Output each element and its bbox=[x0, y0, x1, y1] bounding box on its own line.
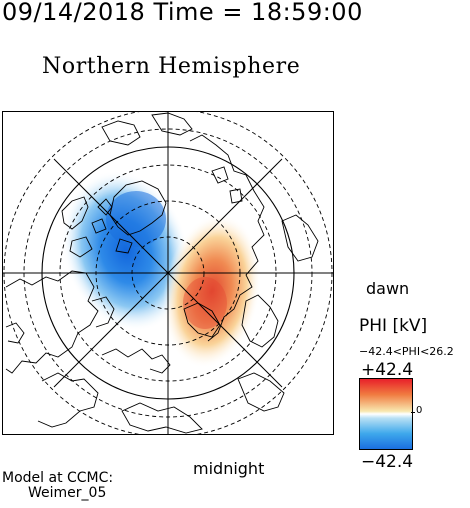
timestamp: 09/14/2018 Time = 18:59:00 bbox=[2, 0, 363, 26]
kamchatka-outline bbox=[241, 294, 279, 348]
map-frame bbox=[2, 111, 334, 435]
map-title: Northern Hemisphere bbox=[42, 54, 301, 79]
colorbar-range: −42.4<PHI<26.2 bbox=[359, 345, 454, 358]
coastlines bbox=[5, 112, 319, 434]
colorbar bbox=[359, 378, 413, 450]
polar-potential-map bbox=[2, 111, 334, 435]
colorbar-max-label: +42.4 bbox=[361, 360, 414, 380]
eurasia-coast bbox=[189, 134, 265, 342]
north-america-coast bbox=[5, 270, 99, 374]
canada-islands bbox=[61, 196, 93, 258]
negative-potential-core bbox=[106, 191, 166, 247]
siberia-bay bbox=[183, 302, 221, 338]
pacific-coast bbox=[121, 402, 203, 434]
alaska-coast bbox=[37, 372, 99, 428]
arctic-islands bbox=[91, 198, 133, 254]
japan-region bbox=[237, 372, 285, 412]
model-credit-line2: Weimer_05 bbox=[28, 485, 107, 501]
colorbar-zero-label: 0 bbox=[416, 405, 423, 416]
positive-potential-core bbox=[183, 277, 227, 329]
meridian-lines bbox=[2, 111, 334, 435]
colorbar-min-label: −42.4 bbox=[361, 452, 414, 472]
hudson-bay bbox=[91, 296, 115, 328]
bering-region bbox=[101, 348, 171, 374]
colorbar-title: PHI [kV] bbox=[359, 316, 428, 336]
siberian-plateau bbox=[281, 214, 319, 262]
dawn-label: dawn bbox=[366, 279, 410, 298]
colorbar-zero-tick bbox=[411, 412, 415, 413]
greenland-outline bbox=[109, 180, 167, 236]
midnight-label: midnight bbox=[193, 459, 265, 478]
model-credit-line1: Model at CCMC: bbox=[2, 470, 114, 486]
